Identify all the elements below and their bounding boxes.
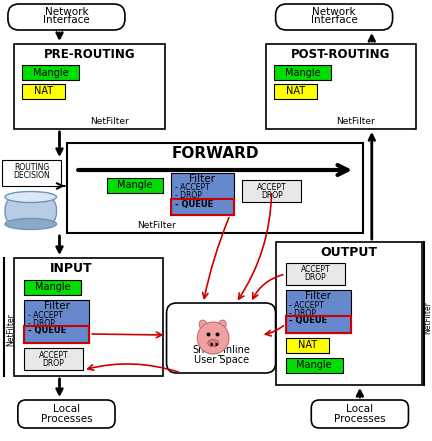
Text: Filter: Filter bbox=[189, 174, 215, 184]
Text: - ACCEPT: - ACCEPT bbox=[289, 300, 324, 310]
Text: POST-ROUTING: POST-ROUTING bbox=[291, 49, 391, 61]
Text: NAT: NAT bbox=[298, 340, 317, 351]
FancyBboxPatch shape bbox=[167, 303, 276, 373]
Bar bbox=[2, 160, 61, 186]
Bar bbox=[24, 348, 83, 370]
Bar bbox=[171, 199, 234, 215]
Ellipse shape bbox=[199, 320, 207, 330]
Text: Filter: Filter bbox=[305, 291, 331, 301]
Text: ACCEPT: ACCEPT bbox=[257, 183, 286, 191]
Ellipse shape bbox=[5, 191, 57, 202]
Text: - DROP: - DROP bbox=[28, 318, 54, 328]
Ellipse shape bbox=[208, 340, 219, 347]
Bar bbox=[273, 65, 331, 80]
Bar bbox=[14, 44, 165, 129]
Text: Interface: Interface bbox=[43, 15, 90, 25]
Text: Snort_Inline: Snort_Inline bbox=[192, 344, 250, 355]
Text: FORWARD: FORWARD bbox=[172, 146, 259, 161]
Bar bbox=[286, 358, 343, 373]
Bar bbox=[273, 84, 317, 99]
Text: NAT: NAT bbox=[34, 86, 53, 97]
Bar bbox=[14, 258, 162, 376]
Text: Mangle: Mangle bbox=[117, 180, 152, 191]
FancyBboxPatch shape bbox=[5, 197, 57, 225]
Text: DROP: DROP bbox=[43, 359, 64, 367]
Text: NetFilter: NetFilter bbox=[6, 314, 16, 347]
Bar bbox=[24, 300, 89, 343]
Bar bbox=[22, 84, 65, 99]
Bar bbox=[22, 65, 79, 80]
Bar bbox=[242, 180, 302, 202]
Text: Mangle: Mangle bbox=[33, 67, 68, 78]
Ellipse shape bbox=[5, 218, 57, 229]
Text: - DROP: - DROP bbox=[289, 309, 316, 318]
Circle shape bbox=[197, 322, 229, 354]
Ellipse shape bbox=[218, 320, 226, 330]
Bar bbox=[266, 44, 416, 129]
Bar bbox=[286, 316, 351, 333]
Text: - QUEUE: - QUEUE bbox=[175, 199, 214, 209]
Text: Network: Network bbox=[44, 7, 88, 17]
Text: OUTPUT: OUTPUT bbox=[321, 247, 378, 259]
Text: Interface: Interface bbox=[311, 15, 357, 25]
Text: DROP: DROP bbox=[305, 273, 326, 283]
FancyBboxPatch shape bbox=[18, 400, 115, 428]
Text: NAT: NAT bbox=[286, 86, 305, 97]
Text: DROP: DROP bbox=[261, 191, 283, 199]
Text: Mangle: Mangle bbox=[285, 67, 320, 78]
Text: Local: Local bbox=[346, 404, 373, 414]
FancyBboxPatch shape bbox=[311, 400, 408, 428]
Text: Mangle: Mangle bbox=[35, 283, 70, 292]
FancyBboxPatch shape bbox=[276, 4, 393, 30]
Bar bbox=[286, 290, 351, 333]
Text: Filter: Filter bbox=[44, 301, 70, 311]
Text: - ACCEPT: - ACCEPT bbox=[175, 183, 210, 193]
Bar bbox=[286, 338, 329, 353]
FancyBboxPatch shape bbox=[8, 4, 125, 30]
Text: NetFilter: NetFilter bbox=[423, 302, 432, 334]
Text: NetFilter: NetFilter bbox=[137, 221, 175, 231]
Text: Mangle: Mangle bbox=[296, 360, 332, 370]
Text: NetFilter: NetFilter bbox=[336, 117, 375, 127]
Bar bbox=[171, 173, 234, 215]
Text: ACCEPT: ACCEPT bbox=[39, 351, 68, 359]
Text: Local: Local bbox=[53, 404, 80, 414]
Text: User Space: User Space bbox=[194, 355, 249, 365]
Bar bbox=[24, 326, 89, 343]
Text: - ACCEPT: - ACCEPT bbox=[28, 310, 63, 319]
Text: Processes: Processes bbox=[41, 414, 92, 424]
Bar bbox=[286, 263, 345, 285]
Text: - QUEUE: - QUEUE bbox=[28, 326, 66, 336]
Text: ACCEPT: ACCEPT bbox=[300, 265, 330, 274]
Text: NetFilter: NetFilter bbox=[90, 117, 129, 127]
Text: - DROP: - DROP bbox=[175, 191, 202, 201]
Bar bbox=[24, 280, 81, 295]
Text: Processes: Processes bbox=[334, 414, 386, 424]
Bar bbox=[107, 178, 162, 193]
Text: Network: Network bbox=[312, 7, 356, 17]
Text: INPUT: INPUT bbox=[50, 262, 93, 276]
Bar bbox=[276, 242, 422, 385]
Text: ROUTING: ROUTING bbox=[14, 164, 49, 172]
Text: DECISION: DECISION bbox=[13, 172, 50, 180]
Text: PRE-ROUTING: PRE-ROUTING bbox=[43, 49, 135, 61]
Text: - QUEUE: - QUEUE bbox=[289, 317, 328, 325]
Bar bbox=[67, 143, 363, 233]
